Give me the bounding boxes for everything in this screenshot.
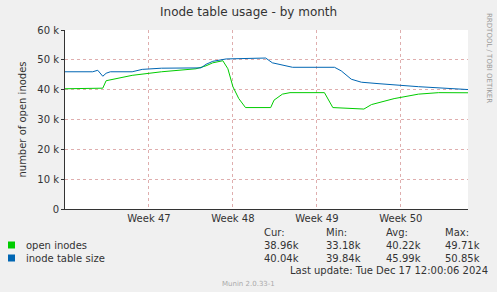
svg-text:50.85k: 50.85k	[445, 253, 480, 264]
svg-text:Last update: Tue Dec 17 12:00:: Last update: Tue Dec 17 12:00:06 2024	[290, 265, 488, 276]
svg-text:Inode table usage - by month: Inode table usage - by month	[160, 5, 337, 19]
svg-text:33.18k: 33.18k	[326, 240, 361, 251]
svg-text:10 k: 10 k	[37, 174, 59, 185]
svg-text:RRDTOOL / TOBI OETIKER: RRDTOOL / TOBI OETIKER	[485, 13, 493, 103]
svg-text:inode table size: inode table size	[26, 253, 105, 264]
svg-text:Week 48: Week 48	[211, 213, 254, 224]
svg-text:0: 0	[53, 204, 59, 215]
svg-text:40.04k: 40.04k	[264, 253, 299, 264]
svg-text:20 k: 20 k	[37, 144, 59, 155]
svg-text:Max:: Max:	[445, 227, 469, 238]
svg-text:Munin 2.0.33-1: Munin 2.0.33-1	[222, 280, 275, 288]
svg-text:40 k: 40 k	[37, 84, 59, 95]
svg-text:Week 50: Week 50	[379, 213, 422, 224]
svg-text:Min:: Min:	[326, 227, 347, 238]
svg-text:Cur:: Cur:	[264, 227, 285, 238]
svg-text:Week 47: Week 47	[127, 213, 170, 224]
svg-text:number of open inodes: number of open inodes	[17, 61, 28, 177]
svg-text:49.71k: 49.71k	[445, 240, 480, 251]
svg-text:Avg:: Avg:	[386, 227, 408, 238]
svg-text:50 k: 50 k	[37, 54, 59, 65]
svg-text:30 k: 30 k	[37, 114, 59, 125]
svg-text:38.96k: 38.96k	[264, 240, 299, 251]
svg-text:40.22k: 40.22k	[386, 240, 421, 251]
svg-text:open inodes: open inodes	[26, 240, 87, 251]
svg-text:39.84k: 39.84k	[326, 253, 361, 264]
svg-text:Week 49: Week 49	[295, 213, 338, 224]
svg-text:45.99k: 45.99k	[386, 253, 421, 264]
svg-text:60 k: 60 k	[37, 25, 59, 36]
